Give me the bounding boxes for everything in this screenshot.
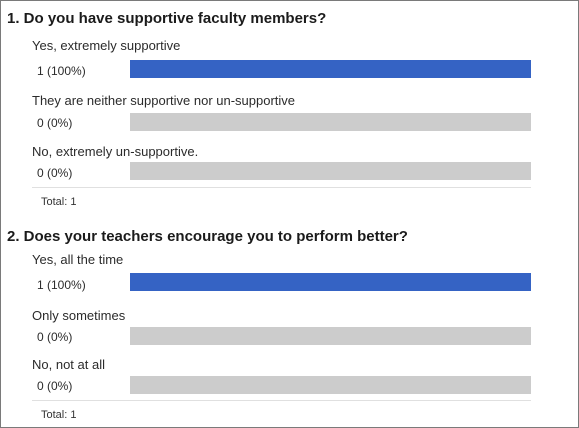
option-label: No, extremely un-supportive. xyxy=(32,144,199,159)
option-label: Yes, extremely supportive xyxy=(32,38,181,53)
divider xyxy=(32,400,531,401)
question-title: 2. Does your teachers encourage you to p… xyxy=(7,228,408,245)
option-count: 0 (0%) xyxy=(37,166,73,180)
option-count: 1 (100%) xyxy=(37,64,86,78)
total-count: Total: 1 xyxy=(41,409,77,421)
option-bar-fill xyxy=(130,273,531,291)
option-bar xyxy=(130,162,531,180)
question-title: 1. Do you have supportive faculty member… xyxy=(7,10,327,27)
option-bar xyxy=(130,273,531,291)
option-label: Only sometimes xyxy=(32,308,126,323)
option-count: 0 (0%) xyxy=(37,379,73,393)
option-bar xyxy=(130,327,531,345)
option-label: They are neither supportive nor un-suppo… xyxy=(32,93,296,108)
option-count: 0 (0%) xyxy=(37,330,73,344)
divider xyxy=(32,187,531,188)
total-count: Total: 1 xyxy=(41,196,77,208)
option-label: No, not at all xyxy=(32,357,105,372)
option-bar xyxy=(130,60,531,78)
option-count: 1 (100%) xyxy=(37,278,86,292)
option-bar xyxy=(130,376,531,394)
option-bar xyxy=(130,113,531,131)
option-bar-fill xyxy=(130,60,531,78)
option-count: 0 (0%) xyxy=(37,116,73,130)
option-label: Yes, all the time xyxy=(32,252,124,267)
